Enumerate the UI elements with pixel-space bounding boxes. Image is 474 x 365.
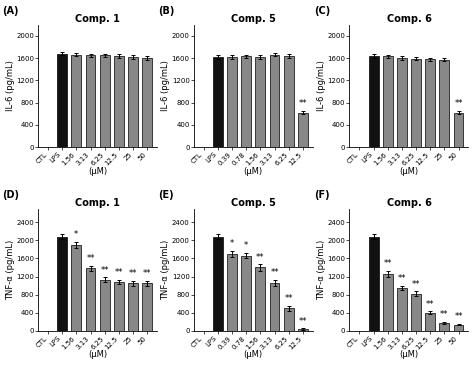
Bar bbox=[255, 57, 265, 147]
Title: Comp. 6: Comp. 6 bbox=[386, 198, 431, 208]
Text: **: ** bbox=[299, 99, 307, 108]
Text: *: * bbox=[74, 230, 79, 239]
Bar bbox=[270, 283, 280, 331]
Text: (A): (A) bbox=[2, 6, 19, 16]
Title: Comp. 1: Comp. 1 bbox=[75, 14, 120, 24]
Bar bbox=[241, 256, 251, 331]
X-axis label: (μM): (μM) bbox=[400, 166, 419, 176]
Bar bbox=[383, 274, 392, 331]
Bar bbox=[213, 57, 223, 147]
Text: **: ** bbox=[412, 280, 420, 289]
Text: **: ** bbox=[256, 253, 264, 262]
Bar bbox=[397, 288, 407, 331]
Bar bbox=[284, 308, 293, 331]
Bar bbox=[397, 58, 407, 147]
Text: **: ** bbox=[86, 254, 95, 263]
Bar bbox=[128, 283, 138, 331]
Title: Comp. 6: Comp. 6 bbox=[386, 14, 431, 24]
Text: **: ** bbox=[383, 260, 392, 268]
Text: **: ** bbox=[454, 99, 463, 108]
Y-axis label: TNF-α (pg/mL): TNF-α (pg/mL) bbox=[161, 240, 170, 300]
Bar bbox=[298, 329, 308, 331]
Text: **: ** bbox=[129, 269, 137, 278]
Bar bbox=[100, 55, 109, 147]
Bar bbox=[142, 58, 152, 147]
Text: **: ** bbox=[426, 300, 435, 309]
Text: **: ** bbox=[143, 269, 151, 278]
Bar bbox=[255, 268, 265, 331]
X-axis label: (μM): (μM) bbox=[244, 166, 263, 176]
X-axis label: (μM): (μM) bbox=[88, 350, 107, 360]
Bar bbox=[383, 57, 392, 147]
Bar bbox=[227, 254, 237, 331]
Bar bbox=[241, 57, 251, 147]
Text: **: ** bbox=[100, 266, 109, 275]
Text: **: ** bbox=[398, 274, 406, 283]
Bar bbox=[454, 112, 464, 147]
Bar bbox=[411, 294, 421, 331]
Bar bbox=[114, 56, 124, 147]
Text: (B): (B) bbox=[158, 6, 174, 16]
Text: **: ** bbox=[115, 268, 123, 277]
Text: **: ** bbox=[440, 310, 448, 319]
Bar bbox=[85, 268, 95, 331]
Bar bbox=[369, 237, 379, 331]
Bar bbox=[425, 59, 435, 147]
Y-axis label: TNF-α (pg/mL): TNF-α (pg/mL) bbox=[317, 240, 326, 300]
Bar bbox=[72, 245, 82, 331]
X-axis label: (μM): (μM) bbox=[244, 350, 263, 360]
Bar bbox=[439, 323, 449, 331]
Bar bbox=[72, 55, 82, 147]
Bar bbox=[100, 280, 109, 331]
Bar bbox=[454, 324, 464, 331]
X-axis label: (μM): (μM) bbox=[88, 166, 107, 176]
Bar bbox=[57, 237, 67, 331]
Text: (E): (E) bbox=[158, 190, 174, 200]
Bar bbox=[85, 55, 95, 147]
Title: Comp. 1: Comp. 1 bbox=[75, 198, 120, 208]
Y-axis label: IL-6 (pg/mL): IL-6 (pg/mL) bbox=[6, 61, 15, 111]
Bar bbox=[284, 56, 293, 147]
Text: *: * bbox=[244, 241, 248, 250]
X-axis label: (μM): (μM) bbox=[400, 350, 419, 360]
Bar bbox=[57, 54, 67, 147]
Bar bbox=[227, 57, 237, 147]
Text: **: ** bbox=[454, 312, 463, 321]
Bar bbox=[369, 56, 379, 147]
Bar bbox=[142, 283, 152, 331]
Y-axis label: IL-6 (pg/mL): IL-6 (pg/mL) bbox=[161, 61, 170, 111]
Bar bbox=[270, 55, 280, 147]
Title: Comp. 5: Comp. 5 bbox=[231, 198, 276, 208]
Bar bbox=[114, 282, 124, 331]
Y-axis label: TNF-α (pg/mL): TNF-α (pg/mL) bbox=[6, 240, 15, 300]
Bar bbox=[128, 57, 138, 147]
Y-axis label: IL-6 (pg/mL): IL-6 (pg/mL) bbox=[317, 61, 326, 111]
Bar bbox=[213, 237, 223, 331]
Bar bbox=[411, 59, 421, 147]
Text: **: ** bbox=[299, 317, 307, 326]
Text: *: * bbox=[230, 239, 234, 249]
Bar bbox=[298, 112, 308, 147]
Text: (D): (D) bbox=[2, 190, 19, 200]
Title: Comp. 5: Comp. 5 bbox=[231, 14, 276, 24]
Text: (F): (F) bbox=[314, 190, 329, 200]
Bar bbox=[439, 60, 449, 147]
Bar bbox=[425, 313, 435, 331]
Text: **: ** bbox=[270, 269, 279, 277]
Text: **: ** bbox=[284, 294, 293, 303]
Text: (C): (C) bbox=[314, 6, 330, 16]
